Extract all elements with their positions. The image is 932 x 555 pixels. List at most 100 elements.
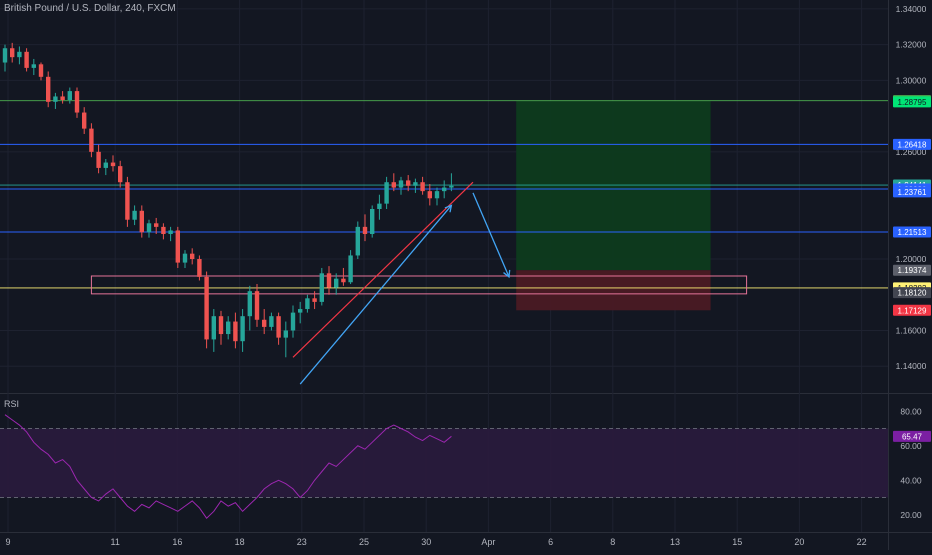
time-axis-label: 16 xyxy=(172,537,182,547)
candle-body xyxy=(211,316,216,340)
price-tag-label: 1.26418 xyxy=(898,140,927,149)
candle-body xyxy=(442,187,447,192)
rsi-title: RSI xyxy=(4,399,20,409)
price-tag-label: 1.18120 xyxy=(898,289,927,298)
candle-body xyxy=(125,182,130,220)
price-axis-label: 1.34000 xyxy=(896,4,927,14)
candle-body xyxy=(132,210,137,220)
candle-body xyxy=(290,312,296,331)
candle-body xyxy=(89,128,94,152)
candle-body xyxy=(384,182,389,204)
rsi-current-tag xyxy=(893,430,931,442)
chart-title: British Pound / U.S. Dollar, 240, FXCM xyxy=(4,3,176,14)
price-tag xyxy=(893,264,931,276)
rsi-axis-label: 20.00 xyxy=(900,510,922,520)
candle-body xyxy=(31,64,36,68)
price-tag-label: 1.28795 xyxy=(898,98,927,107)
candle-body xyxy=(319,273,324,302)
rsi-axis-label: 60.00 xyxy=(900,441,922,451)
candle-body xyxy=(413,182,418,186)
time-axis-label: 23 xyxy=(297,537,307,547)
time-axis-label: 22 xyxy=(857,537,867,547)
price-tag-label: 1.21513 xyxy=(898,228,927,237)
candle-body xyxy=(391,182,396,188)
time-axis-label: Apr xyxy=(481,537,495,547)
time-axis-label: 18 xyxy=(235,537,245,547)
rsi-axis-label: 80.00 xyxy=(900,406,922,416)
candle-body xyxy=(247,291,252,317)
candle-body xyxy=(204,276,209,340)
candle-body xyxy=(334,278,339,288)
candle-body xyxy=(276,316,281,338)
candle-body xyxy=(233,321,238,342)
time-axis-label: 20 xyxy=(794,537,804,547)
candle-body xyxy=(326,273,332,288)
candle-body xyxy=(197,259,202,277)
candle-body xyxy=(348,255,353,283)
price-tag-label: 1.17129 xyxy=(898,306,927,315)
candle-body xyxy=(420,182,425,192)
candle-body xyxy=(67,91,72,101)
trendline xyxy=(292,181,474,358)
candle-body xyxy=(190,253,195,260)
candle-body xyxy=(240,316,245,342)
candle-body xyxy=(154,223,159,227)
down-arrow xyxy=(472,192,510,278)
price-tag-label: 1.19374 xyxy=(898,266,927,275)
candle-body xyxy=(449,185,454,188)
rsi-line xyxy=(4,414,452,519)
price-axis-label: 1.16000 xyxy=(896,325,927,335)
candle-body xyxy=(341,278,346,283)
time-axis-label: 6 xyxy=(548,537,553,547)
candle-body xyxy=(283,330,288,338)
candle-body xyxy=(17,51,22,58)
candle-body xyxy=(218,316,224,335)
time-axis-label: 11 xyxy=(111,537,120,547)
loss-zone xyxy=(516,270,711,311)
price-tag xyxy=(893,186,931,198)
up-arrow-head xyxy=(444,204,453,213)
candle-body xyxy=(434,191,440,199)
candle-body xyxy=(298,309,303,313)
price-tag-label: 1.23761 xyxy=(898,188,927,197)
candle-body xyxy=(182,253,188,263)
candle-body xyxy=(82,112,87,129)
time-axis-label: 30 xyxy=(421,537,431,547)
candle-body xyxy=(226,321,231,335)
time-axis-label: 25 xyxy=(359,537,369,547)
rsi-axis-label: 40.00 xyxy=(900,475,922,485)
candle-body xyxy=(175,230,180,263)
time-axis-label: 13 xyxy=(670,537,680,547)
candle-body xyxy=(262,319,267,327)
candle-body xyxy=(312,298,317,302)
candle-body xyxy=(377,203,382,210)
rsi-band xyxy=(0,428,888,498)
candle-body xyxy=(370,209,375,235)
time-axis-label: 9 xyxy=(5,537,10,547)
candle-body xyxy=(110,162,116,167)
rsi-current-label: 65.47 xyxy=(902,432,923,441)
candle-body xyxy=(168,230,173,235)
candle-body xyxy=(96,151,101,168)
candle-body xyxy=(139,210,144,233)
price-axis-label: 1.32000 xyxy=(896,40,927,50)
candle-body xyxy=(38,64,44,77)
candle-body xyxy=(398,180,404,188)
candle-body xyxy=(269,316,274,327)
price-axis-label: 1.30000 xyxy=(896,75,927,85)
candle-body xyxy=(161,226,166,235)
price-tag xyxy=(893,304,931,316)
price-tag xyxy=(893,226,931,238)
price-axis-label: 1.26000 xyxy=(896,147,927,157)
up-arrow xyxy=(299,205,452,385)
price-tag xyxy=(893,138,931,150)
candle-body xyxy=(362,226,368,235)
candle-body xyxy=(254,291,260,320)
candle-body xyxy=(146,223,152,233)
time-axis-label: 8 xyxy=(610,537,615,547)
candle-body xyxy=(427,191,432,199)
candle-body xyxy=(46,76,51,102)
candle-body xyxy=(10,48,15,58)
